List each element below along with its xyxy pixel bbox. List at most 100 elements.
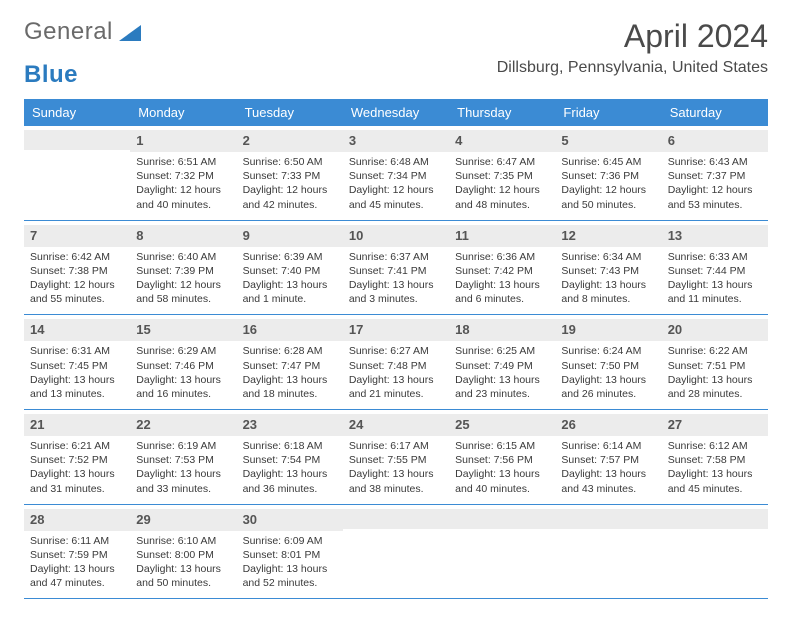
day-cell: 13Sunrise: 6:33 AMSunset: 7:44 PMDayligh… — [662, 221, 768, 315]
daylight-line-1: Daylight: 13 hours — [30, 467, 124, 481]
sunrise-line: Sunrise: 6:10 AM — [136, 534, 230, 548]
day-number: 12 — [561, 228, 575, 243]
day-cell: 8Sunrise: 6:40 AMSunset: 7:39 PMDaylight… — [130, 221, 236, 315]
daylight-line-1: Daylight: 13 hours — [561, 467, 655, 481]
day-cell: 17Sunrise: 6:27 AMSunset: 7:48 PMDayligh… — [343, 315, 449, 409]
daynum-row: 28 — [24, 509, 130, 531]
daylight-line-2: and 50 minutes. — [561, 198, 655, 212]
sunset-line: Sunset: 7:36 PM — [561, 169, 655, 183]
daylight-line-1: Daylight: 13 hours — [668, 278, 762, 292]
sunset-line: Sunset: 7:38 PM — [30, 264, 124, 278]
day-number: 11 — [455, 228, 469, 243]
daynum-row: 6 — [662, 130, 768, 152]
day-number: 25 — [455, 417, 469, 432]
title-block: April 2024 Dillsburg, Pennsylvania, Unit… — [497, 18, 768, 77]
daylight-line-2: and 40 minutes. — [455, 482, 549, 496]
daylight-line-1: Daylight: 12 hours — [561, 183, 655, 197]
sunset-line: Sunset: 7:35 PM — [455, 169, 549, 183]
day-number: 21 — [30, 417, 44, 432]
daylight-line-2: and 3 minutes. — [349, 292, 443, 306]
daylight-line-2: and 42 minutes. — [243, 198, 337, 212]
day-cell: 23Sunrise: 6:18 AMSunset: 7:54 PMDayligh… — [237, 410, 343, 504]
daylight-line-1: Daylight: 12 hours — [455, 183, 549, 197]
day-number: 28 — [30, 512, 44, 527]
daylight-line-2: and 23 minutes. — [455, 387, 549, 401]
sunset-line: Sunset: 7:46 PM — [136, 359, 230, 373]
day-number: 2 — [243, 133, 250, 148]
daylight-line-1: Daylight: 13 hours — [561, 278, 655, 292]
sunrise-line: Sunrise: 6:12 AM — [668, 439, 762, 453]
daylight-line-2: and 6 minutes. — [455, 292, 549, 306]
sunrise-line: Sunrise: 6:21 AM — [30, 439, 124, 453]
day-number: 27 — [668, 417, 682, 432]
weekday-thu: Thursday — [449, 99, 555, 126]
daynum-row-empty — [343, 509, 449, 529]
day-cell: 26Sunrise: 6:14 AMSunset: 7:57 PMDayligh… — [555, 410, 661, 504]
day-cell: 27 Sunrise: 6:12 AMSunset: 7:58 PMDayligh… — [662, 410, 768, 504]
day-number: 9 — [243, 228, 250, 243]
daylight-line-1: Daylight: 13 hours — [243, 373, 337, 387]
day-number: 16 — [243, 322, 257, 337]
day-number: 20 — [668, 322, 682, 337]
daynum-row-empty — [555, 509, 661, 529]
weekday-wed: Wednesday — [343, 99, 449, 126]
daynum-row: 4 — [449, 130, 555, 152]
weekday-fri: Friday — [555, 99, 661, 126]
day-cell: 28Sunrise: 6:11 AMSunset: 7:59 PMDayligh… — [24, 505, 130, 599]
week-row: 28Sunrise: 6:11 AMSunset: 7:59 PMDayligh… — [24, 505, 768, 600]
sunset-line: Sunset: 7:53 PM — [136, 453, 230, 467]
day-cell: 22Sunrise: 6:19 AMSunset: 7:53 PMDayligh… — [130, 410, 236, 504]
sunset-line: Sunset: 7:58 PM — [668, 453, 762, 467]
daylight-line-2: and 26 minutes. — [561, 387, 655, 401]
daylight-line-1: Daylight: 13 hours — [455, 278, 549, 292]
daynum-row-empty — [662, 509, 768, 529]
logo-triangle-icon — [119, 23, 141, 41]
day-number: 3 — [349, 133, 356, 148]
daynum-row: 11 — [449, 225, 555, 247]
day-cell — [343, 505, 449, 599]
day-number: 30 — [243, 512, 257, 527]
daylight-line-2: and 16 minutes. — [136, 387, 230, 401]
daylight-line-2: and 11 minutes. — [668, 292, 762, 306]
daynum-row: 3 — [343, 130, 449, 152]
daylight-line-2: and 52 minutes. — [243, 576, 337, 590]
day-cell — [24, 126, 130, 220]
day-number: 22 — [136, 417, 150, 432]
day-number: 23 — [243, 417, 257, 432]
daynum-row: 25 — [449, 414, 555, 436]
sunset-line: Sunset: 8:00 PM — [136, 548, 230, 562]
sunset-line: Sunset: 7:42 PM — [455, 264, 549, 278]
sunrise-line: Sunrise: 6:34 AM — [561, 250, 655, 264]
daynum-row: 10 — [343, 225, 449, 247]
sunrise-line: Sunrise: 6:09 AM — [243, 534, 337, 548]
daynum-row: 24 — [343, 414, 449, 436]
day-cell: 19Sunrise: 6:24 AMSunset: 7:50 PMDayligh… — [555, 315, 661, 409]
day-number: 19 — [561, 322, 575, 337]
calendar: Sunday Monday Tuesday Wednesday Thursday… — [24, 99, 768, 599]
daylight-line-1: Daylight: 12 hours — [136, 183, 230, 197]
weekday-mon: Monday — [130, 99, 236, 126]
weekday-sat: Saturday — [662, 99, 768, 126]
day-number: 14 — [30, 322, 44, 337]
sunset-line: Sunset: 7:54 PM — [243, 453, 337, 467]
sunset-line: Sunset: 7:37 PM — [668, 169, 762, 183]
daylight-line-1: Daylight: 13 hours — [243, 278, 337, 292]
sunrise-line: Sunrise: 6:37 AM — [349, 250, 443, 264]
sunrise-line: Sunrise: 6:17 AM — [349, 439, 443, 453]
daynum-row: 26 — [555, 414, 661, 436]
daylight-line-2: and 40 minutes. — [136, 198, 230, 212]
day-number: 18 — [455, 322, 469, 337]
daylight-line-1: Daylight: 13 hours — [349, 278, 443, 292]
daynum-row: 30 — [237, 509, 343, 531]
sunrise-line: Sunrise: 6:47 AM — [455, 155, 549, 169]
daylight-line-1: Daylight: 13 hours — [136, 562, 230, 576]
sunrise-line: Sunrise: 6:50 AM — [243, 155, 337, 169]
logo-text-2: Blue — [24, 61, 78, 89]
daylight-line-1: Daylight: 13 hours — [668, 467, 762, 481]
logo-text-1: General — [24, 18, 113, 46]
sunrise-line: Sunrise: 6:33 AM — [668, 250, 762, 264]
sunrise-line: Sunrise: 6:15 AM — [455, 439, 549, 453]
daynum-row: 2 — [237, 130, 343, 152]
daylight-line-1: Daylight: 12 hours — [136, 278, 230, 292]
daynum-row: 14 — [24, 319, 130, 341]
